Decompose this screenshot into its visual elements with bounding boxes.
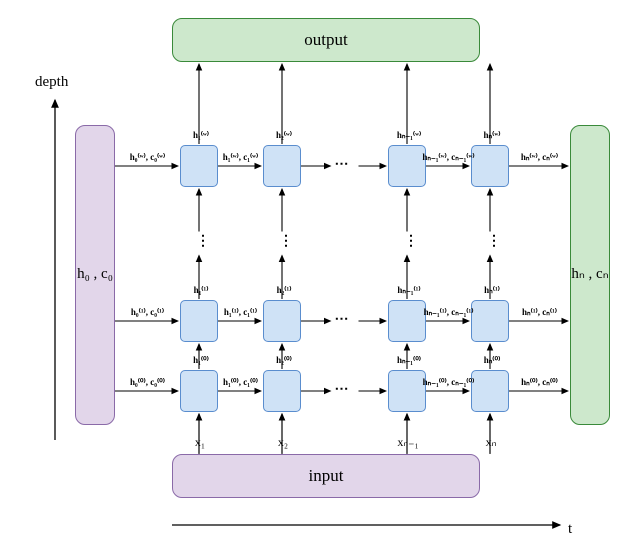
v-ellipsis: ⋮ [404, 235, 418, 249]
v-edge-label: h₂⁽¹⁾ [264, 286, 304, 295]
init-state-box-label: h₀ , c₀ [69, 267, 121, 282]
h-ellipsis: ⋯ [335, 313, 349, 327]
v-edge-label: h₁⁽⁰⁾ [181, 356, 221, 365]
input-label: x₁ [185, 436, 215, 448]
h-edge-label: h₁⁽¹⁾, c₁⁽¹⁾ [213, 308, 269, 317]
input-label: x₂ [268, 436, 298, 448]
lstm-cell [180, 370, 218, 412]
h-edge-label: hₙ₋₁⁽⁰⁾, cₙ₋₁⁽⁰⁾ [421, 378, 477, 387]
h-edge-label: h₁⁽⁰⁾, c₁⁽⁰⁾ [213, 378, 269, 387]
v-edge-label: hₙ⁽¹⁾ [472, 286, 512, 295]
depth-axis-label: depth [35, 75, 68, 90]
h-edge-label: h₀⁽¹⁾, c₀⁽¹⁾ [120, 308, 176, 317]
h-edge-label: hₙ₋₁⁽¹⁾, cₙ₋₁⁽¹⁾ [421, 308, 477, 317]
input-label: xₙ₋₁ [393, 436, 423, 448]
v-edge-label: h₁⁽ʷ⁾ [181, 131, 221, 140]
lstm-cell [471, 370, 509, 412]
h-edge-label: h₀⁽ʷ⁾, c₀⁽ʷ⁾ [120, 153, 176, 162]
v-edge-label: hₙ⁽⁰⁾ [472, 356, 512, 365]
v-edge-label: h₂⁽ʷ⁾ [264, 131, 304, 140]
lstm-cell [263, 370, 301, 412]
h-edge-label: hₙ⁽¹⁾, cₙ⁽¹⁾ [512, 308, 568, 317]
lstm-cell [263, 300, 301, 342]
v-ellipsis: ⋮ [196, 235, 210, 249]
lstm-cell [180, 145, 218, 187]
output-box-label: output [172, 31, 480, 48]
v-edge-label: h₂⁽⁰⁾ [264, 356, 304, 365]
lstm-cell [388, 300, 426, 342]
h-edge-label: hₙ⁽ʷ⁾, cₙ⁽ʷ⁾ [512, 153, 568, 162]
h-edge-label: hₙ₋₁⁽ʷ⁾, cₙ₋₁⁽ʷ⁾ [421, 153, 477, 162]
h-ellipsis: ⋯ [335, 383, 349, 397]
v-ellipsis: ⋮ [279, 235, 293, 249]
lstm-cell [388, 145, 426, 187]
h-edge-label: hₙ⁽⁰⁾, cₙ⁽⁰⁾ [512, 378, 568, 387]
lstm-cell [180, 300, 218, 342]
v-edge-label: hₙ₋₁⁽ʷ⁾ [389, 131, 429, 140]
v-edge-label: hₙ₋₁⁽¹⁾ [389, 286, 429, 295]
v-edge-label: hₙ⁽ʷ⁾ [472, 131, 512, 140]
v-edge-label: h₁⁽¹⁾ [181, 286, 221, 295]
lstm-cell [471, 300, 509, 342]
lstm-cell [471, 145, 509, 187]
final-state-box-label: hₙ , cₙ [564, 267, 616, 282]
h-edge-label: h₁⁽ʷ⁾, c₁⁽ʷ⁾ [213, 153, 269, 162]
lstm-cell [263, 145, 301, 187]
time-axis-label: t [568, 522, 572, 537]
input-box-label: input [172, 467, 480, 484]
h-ellipsis: ⋯ [335, 158, 349, 172]
lstm-cell [388, 370, 426, 412]
v-edge-label: hₙ₋₁⁽⁰⁾ [389, 356, 429, 365]
v-ellipsis: ⋮ [487, 235, 501, 249]
input-label: xₙ [476, 436, 506, 448]
h-edge-label: h₀⁽⁰⁾, c₀⁽⁰⁾ [120, 378, 176, 387]
